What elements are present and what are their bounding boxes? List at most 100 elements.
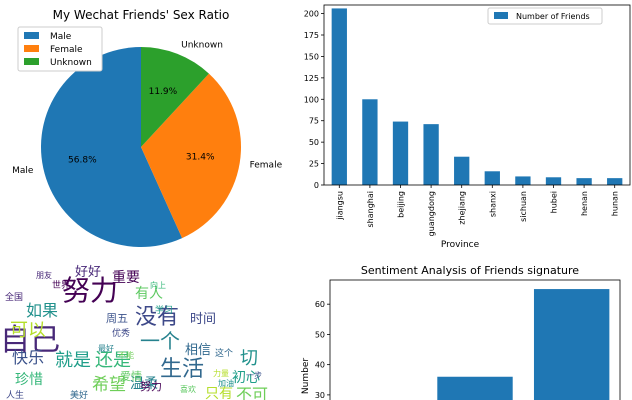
sentiment-bars: [437, 289, 610, 400]
province-x-tick-label-beijing: beijing: [397, 191, 406, 218]
pie-pct-label-unknown: 11.9%: [149, 87, 178, 97]
word-cloud-word: 喜欢: [180, 384, 196, 394]
pie-slices: [40, 46, 241, 248]
province-bar-henan: [576, 178, 592, 185]
province-y-tick-label: 0: [314, 181, 319, 190]
word-cloud-word: 努力: [140, 379, 162, 393]
pie-legend: Male Female Unknown: [17, 26, 103, 72]
word-cloud-word: 努力: [62, 274, 118, 307]
word-cloud-word: 还是: [95, 350, 131, 371]
word-cloud-word: 没有: [135, 305, 179, 330]
province-y-tick-label: 25: [309, 160, 319, 169]
pie-slice-female: [141, 73, 241, 239]
word-cloud-word: 学习: [155, 304, 173, 316]
sentiment-y-tick-label: 60: [315, 300, 325, 309]
province-bar-jiangsu: [331, 8, 347, 185]
word-cloud-word: 美好: [70, 389, 88, 400]
legend-label-unknown: Unknown: [50, 58, 92, 68]
pie-outer-label-male: Male: [12, 166, 34, 176]
province-x-tick-label-henan: henan: [580, 191, 589, 216]
sentiment-y-tick-label: 40: [315, 361, 325, 370]
province-x-tick-label-zhejiang: zhejiang: [458, 191, 467, 225]
sentiment-title: Sentiment Analysis of Friends signature: [361, 264, 579, 277]
word-cloud-word: 加油: [218, 378, 234, 388]
word-cloud-word: 向上: [150, 280, 166, 290]
pie-chart: My Wechat Friends' Sex Ratio 56.8% Male 31…: [12, 8, 283, 248]
sentiment-y-axis-label: Number: [301, 358, 311, 394]
pie-pct-label-male: 56.8%: [68, 156, 97, 166]
province-y-tick-label: 150: [304, 52, 319, 61]
word-cloud-word: 有人: [135, 286, 163, 302]
province-x-axis-label: Province: [441, 240, 480, 250]
sentiment-bar-2: [437, 376, 513, 400]
word-cloud-word: 好好: [75, 265, 101, 280]
province-x-tick-label-sichuan: sichuan: [519, 191, 528, 222]
word-cloud-word: 力量: [213, 368, 229, 378]
province-bars: [331, 8, 623, 185]
sentiment-bar-chart: Sentiment Analysis of Friends signature …: [301, 264, 621, 400]
word-cloud-word: 快乐: [12, 348, 44, 367]
pie-outer-label-female: Female: [250, 161, 283, 171]
word-cloud-word: 初心: [232, 369, 260, 386]
province-x-tick-label-hubei: hubei: [550, 191, 559, 213]
pie-outer-label-unknown: Unknown: [181, 41, 223, 51]
word-cloud-word: 一步: [246, 371, 262, 380]
pie-labels: 56.8% Male 31.4% Female 11.9% Unknown: [12, 41, 282, 177]
sentiment-y-ticks: 30 40 50 60: [315, 300, 330, 400]
pie-pct-label-female: 31.4%: [186, 153, 215, 163]
legend-label-friends: Number of Friends: [516, 12, 590, 21]
legend-label-male: Male: [50, 32, 72, 42]
province-y-tick-label: 200: [304, 10, 319, 19]
province-bar-shanxi: [484, 171, 500, 185]
province-x-tick-label-guangdong: guangdong: [427, 191, 436, 236]
sentiment-y-tick-label: 30: [315, 391, 325, 400]
province-y-tick-label: 75: [309, 117, 319, 126]
word-cloud-word: 一个: [140, 329, 180, 353]
province-plot-frame: [323, 4, 631, 186]
legend-swatch-unknown: [24, 58, 39, 65]
province-bar-zhejiang: [454, 156, 470, 185]
province-x-tick-label-jiangsu: jiangsu: [335, 191, 344, 221]
legend-label-female: Female: [50, 45, 83, 55]
word-cloud-word: 全国: [5, 291, 23, 303]
word-cloud-word: 自己: [0, 323, 60, 358]
province-bar-guangdong: [423, 124, 439, 185]
word-cloud-word: 就是: [55, 350, 91, 371]
word-cloud-word: 只有: [205, 386, 233, 400]
word-cloud-word: 爱情: [120, 370, 142, 383]
sentiment-bar-3: [533, 289, 610, 400]
word-cloud-word: 相信: [185, 343, 211, 358]
sentiment-plot-frame: [329, 279, 621, 400]
province-bar-beijing: [392, 121, 409, 185]
word-cloud-word: 这个: [215, 347, 233, 359]
province-axis-ticks: 0 25 50 75 100 125 150 175 200: [304, 10, 324, 190]
word-cloud-word: 人生: [6, 389, 24, 400]
pie-slice-male: [40, 46, 183, 248]
province-y-tick-label: 125: [304, 74, 319, 83]
pie-slice-unknown: [141, 47, 209, 147]
province-bar-hunan: [607, 178, 623, 185]
province-x-tick-labels: jiangsu shanghai beijing guangdong zhejiang s…: [335, 185, 620, 236]
word-cloud-word: 切: [240, 348, 258, 369]
province-y-tick-label: 50: [309, 138, 319, 147]
province-bar-hubei: [545, 177, 562, 185]
legend-swatch-friends: [494, 12, 508, 19]
province-bar-shanghai: [362, 99, 378, 185]
sentiment-y-tick-label: 50: [315, 330, 325, 339]
province-legend: Number of Friends: [487, 7, 603, 25]
province-x-tick-label-shanxi: shanxi: [488, 191, 497, 217]
word-cloud-word: 重要: [112, 270, 140, 286]
legend-swatch-female: [24, 45, 39, 52]
word-cloud-word: 如果: [26, 301, 58, 320]
word-cloud-word: 温柔: [130, 376, 158, 392]
province-y-tick-label: 175: [304, 31, 319, 40]
word-cloud-word: 生活: [160, 357, 204, 382]
word-cloud-word: 朋友: [36, 270, 52, 280]
province-bar-sichuan: [515, 176, 531, 185]
word-cloud-word: 优秀: [112, 327, 130, 339]
word-cloud-word: 可以: [10, 320, 46, 341]
word-cloud-word: 世界: [52, 279, 70, 291]
province-x-tick-label-shanghai: shanghai: [366, 191, 375, 227]
